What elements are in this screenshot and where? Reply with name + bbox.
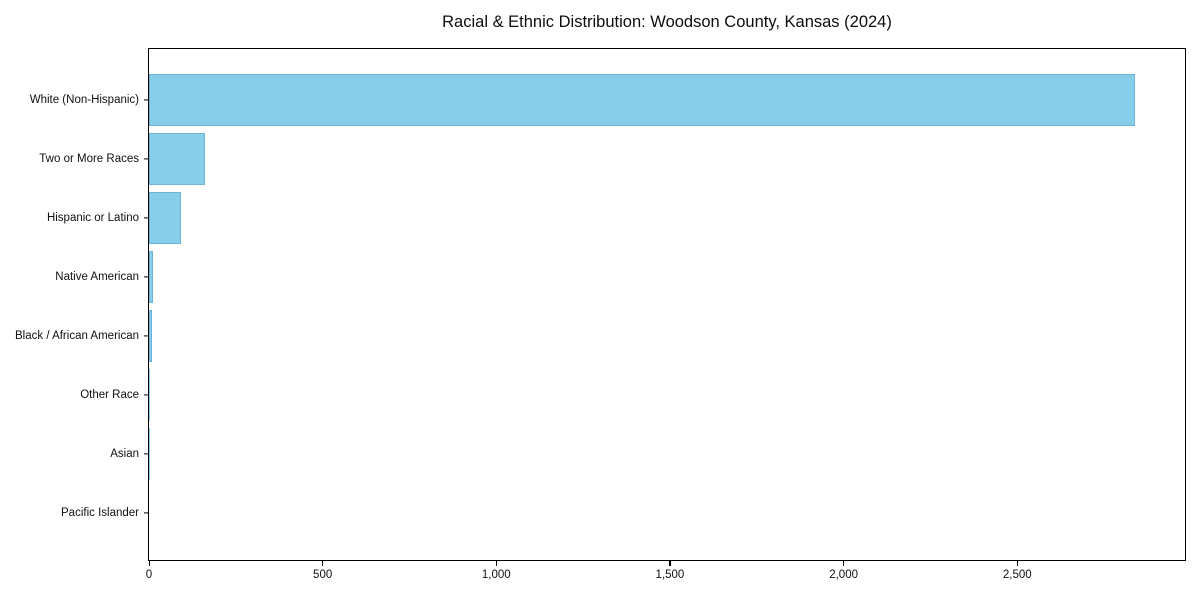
bar xyxy=(149,132,205,185)
plot-rows: White (Non-Hispanic) Two or More Races His… xyxy=(15,49,1185,560)
x-axis-tick xyxy=(669,561,671,566)
x-axis-tick-label: 500 xyxy=(313,569,333,581)
x-axis-tick xyxy=(322,561,324,566)
y-axis-label: Other Race xyxy=(80,388,139,401)
bar-row: White (Non-Hispanic) xyxy=(30,70,1185,129)
y-axis-label: Two or More Races xyxy=(39,152,139,165)
bar xyxy=(149,250,153,303)
y-axis-label: White (Non-Hispanic) xyxy=(29,93,139,106)
bar-row: Pacific Islander xyxy=(61,483,1185,542)
x-axis-tick xyxy=(148,561,150,566)
x-axis-tick xyxy=(1016,561,1018,566)
bar-row: Two or More Races xyxy=(39,129,1185,188)
bar-row: Other Race xyxy=(80,365,1185,424)
y-axis-tick xyxy=(144,452,149,455)
y-axis-tick xyxy=(144,334,149,337)
y-axis-label: Native American xyxy=(55,270,139,283)
y-axis-tick xyxy=(144,275,149,278)
bar xyxy=(149,73,1136,126)
x-axis-tick-label: 0 xyxy=(145,569,153,581)
bar-row: Black / African American xyxy=(15,306,1185,365)
x-axis: 0 500 1,000 1,500 2,000 2,500 xyxy=(146,49,1185,581)
y-axis-tick xyxy=(144,157,149,160)
y-axis-label: Asian xyxy=(110,447,139,460)
bar-row: Native American xyxy=(55,247,1185,306)
x-axis-tick-label: 1,000 xyxy=(481,569,511,581)
y-axis-tick xyxy=(144,216,149,219)
chart-title: Racial & Ethnic Distribution: Woodson Co… xyxy=(442,13,892,31)
bar-row: Hispanic or Latino xyxy=(47,188,1185,247)
plot-area: White (Non-Hispanic) Two or More Races His… xyxy=(15,48,1186,581)
bar-row: Asian xyxy=(110,424,1185,483)
y-axis-tick xyxy=(144,393,149,396)
bar xyxy=(149,191,181,244)
y-axis-label: Black / African American xyxy=(15,329,139,342)
y-axis-tick xyxy=(144,511,149,514)
x-axis-tick xyxy=(495,561,497,566)
y-axis-label: Hispanic or Latino xyxy=(46,211,139,224)
y-axis-label: Pacific Islander xyxy=(61,506,139,519)
x-axis-tick-label: 2,500 xyxy=(1002,569,1032,581)
x-axis-tick-label: 1,500 xyxy=(655,569,685,581)
x-axis-tick-label: 2,000 xyxy=(829,569,858,581)
bar xyxy=(149,309,153,362)
x-axis-tick xyxy=(843,561,845,566)
y-axis-tick xyxy=(144,98,149,101)
bar xyxy=(149,368,150,421)
